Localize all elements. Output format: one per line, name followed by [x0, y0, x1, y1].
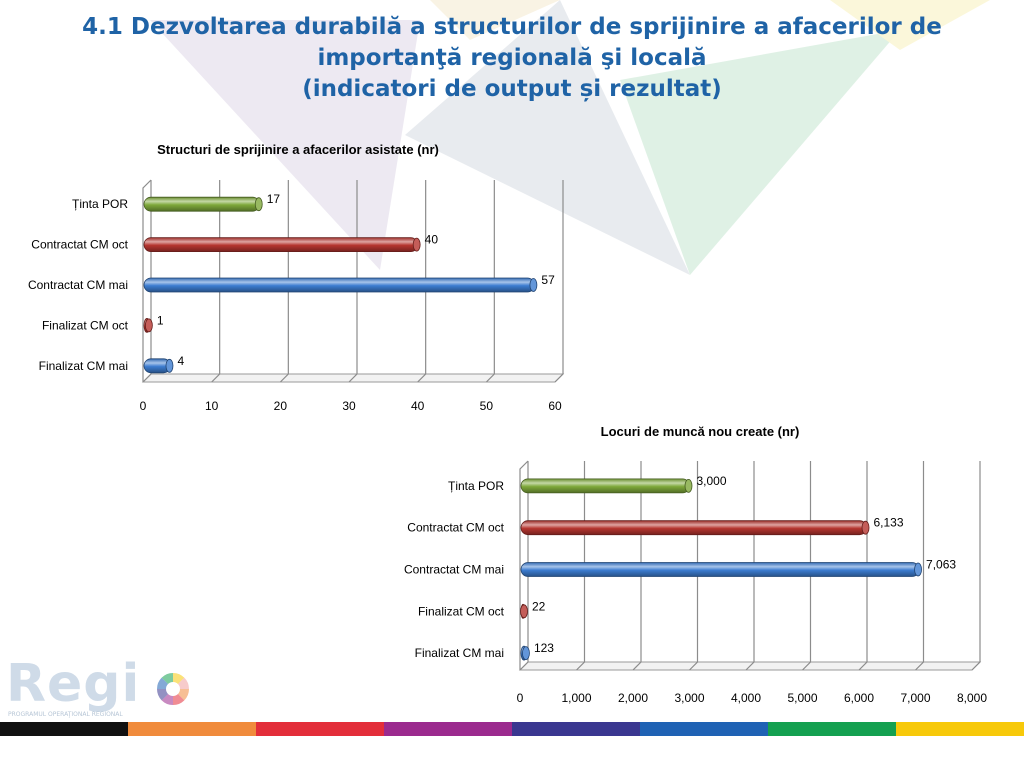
bar-cap [684, 478, 693, 493]
category-label: Contractat CM oct [407, 521, 504, 535]
category-label: Finalizat CM oct [42, 318, 129, 332]
data-label: 6,133 [874, 516, 904, 530]
bar-cap [165, 358, 174, 373]
data-label: 123 [534, 641, 554, 655]
category-label: Finalizat CM oct [418, 604, 505, 618]
x-tick-label: 4,000 [731, 691, 761, 705]
bar [520, 562, 920, 577]
footer-segment [384, 722, 512, 736]
data-label: 22 [532, 599, 546, 613]
footer-segment [768, 722, 896, 736]
category-label: Contractat CM mai [404, 563, 504, 577]
bar-cap [522, 646, 530, 660]
bar-cap [914, 562, 922, 577]
footer-segment [128, 722, 256, 736]
bar-cap [144, 318, 153, 333]
x-tick-label: 1,000 [561, 691, 591, 705]
x-tick-label: 8,000 [957, 691, 987, 705]
x-tick-label: 60 [548, 399, 562, 413]
x-tick-label: 50 [480, 399, 494, 413]
gridline [971, 461, 981, 671]
gridline [554, 180, 564, 383]
logo-word: Regi [6, 654, 141, 714]
x-tick-label: 40 [411, 399, 425, 413]
title-line-2: importanţă regională şi locală [317, 45, 707, 71]
data-label: 57 [541, 273, 555, 287]
page-title: 4.1 Dezvoltarea durabilă a structurilor … [30, 12, 994, 105]
x-tick-label: 10 [205, 399, 219, 413]
footer-segment [256, 722, 384, 736]
category-label: Finalizat CM mai [415, 646, 504, 660]
footer-color-bar [0, 722, 1024, 736]
x-tick-label: 0 [517, 691, 524, 705]
data-label: 3,000 [697, 474, 727, 488]
footer-segment [896, 722, 1024, 736]
x-tick-label: 20 [274, 399, 288, 413]
x-tick-label: 0 [140, 399, 147, 413]
logo-subtitle: PROGRAMUL OPERAŢIONAL REGIONAL [8, 711, 123, 718]
category-label: Ținta POR [448, 479, 504, 493]
data-label: 7,063 [926, 558, 956, 572]
bar-cap [412, 237, 421, 252]
x-tick-label: 3,000 [674, 691, 704, 705]
category-label: Contractat CM mai [28, 278, 128, 292]
x-tick-label: 30 [342, 399, 356, 413]
chart-title: Locuri de muncă nou create (nr) [601, 424, 800, 439]
x-tick-label: 2,000 [618, 691, 648, 705]
footer-segment [512, 722, 640, 736]
title-line-1: 4.1 Dezvoltarea durabilă a structurilor … [82, 14, 942, 40]
x-tick-label: 5,000 [787, 691, 817, 705]
category-label: Finalizat CM mai [39, 359, 128, 373]
x-tick-label: 7,000 [900, 691, 930, 705]
gridline [485, 180, 495, 383]
title-line-3: (indicatori de output și rezultat) [302, 76, 722, 102]
gridline [417, 180, 427, 383]
bar-cap [520, 604, 528, 619]
data-label: 40 [425, 233, 439, 247]
data-label: 1 [157, 313, 164, 327]
y-axis-line [519, 460, 529, 670]
data-label: 4 [177, 354, 184, 368]
category-label: Contractat CM oct [31, 238, 128, 252]
data-label: 17 [267, 192, 281, 206]
gridline [915, 461, 925, 671]
color-wheel-icon [157, 673, 189, 705]
chart-title: Structuri de sprijinire a afacerilor asi… [157, 142, 439, 157]
regio-logo: Regi PROGRAMUL OPERAŢIONAL REGIONAL [4, 654, 204, 720]
y-axis-line [142, 179, 152, 382]
category-label: Ținta POR [72, 197, 128, 211]
bar [520, 520, 867, 536]
footer-segment [0, 722, 128, 736]
x-tick-label: 6,000 [844, 691, 874, 705]
bar-cap [529, 278, 538, 292]
footer-segment [640, 722, 768, 736]
bar-cap [861, 520, 870, 535]
bar-cap [254, 197, 263, 212]
bar [520, 478, 690, 494]
